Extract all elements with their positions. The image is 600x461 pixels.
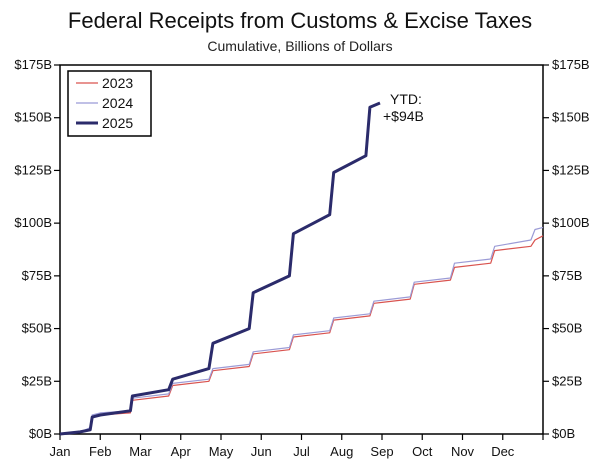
x-tick-label: Oct: [412, 444, 433, 459]
y-tick-label-left: $175B: [14, 57, 52, 72]
x-tick-label: Aug: [330, 444, 353, 459]
y-tick-label-right: $25B: [552, 373, 582, 388]
x-tick-label: Jun: [251, 444, 272, 459]
y-tick-label-left: $100B: [14, 215, 52, 230]
legend-label-2023: 2023: [102, 75, 133, 91]
y-tick-label-left: $150B: [14, 110, 52, 125]
x-tick-label: Nov: [451, 444, 475, 459]
legend-label-2025: 2025: [102, 115, 133, 131]
x-tick-label: Apr: [171, 444, 192, 459]
x-tick-label: Dec: [491, 444, 515, 459]
legend-label-2024: 2024: [102, 95, 133, 111]
x-tick-label: Jan: [50, 444, 71, 459]
y-tick-label-left: $75B: [22, 268, 52, 283]
x-tick-label: Feb: [89, 444, 111, 459]
x-tick-label: Mar: [129, 444, 152, 459]
y-tick-label-right: $75B: [552, 268, 582, 283]
y-tick-label-right: $125B: [552, 162, 590, 177]
y-tick-label-left: $25B: [22, 373, 52, 388]
x-tick-label: Sep: [370, 444, 393, 459]
y-tick-label-left: $50B: [22, 321, 52, 336]
y-tick-label-right: $175B: [552, 57, 590, 72]
series-line-2025: [59, 101, 381, 436]
y-tick-label-right: $0B: [552, 426, 575, 441]
y-tick-label-right: $100B: [552, 215, 590, 230]
y-tick-label-left: $0B: [29, 426, 52, 441]
annotation-ytd-label: YTD:: [390, 91, 422, 107]
chart-title: Federal Receipts from Customs & Excise T…: [67, 8, 533, 33]
y-tick-label-right: $50B: [552, 321, 582, 336]
x-tick-label: Jul: [293, 444, 310, 459]
annotation-ytd-value: +$94B: [383, 108, 424, 124]
y-tick-label-left: $125B: [14, 162, 52, 177]
legend: 2023 2024 2025: [67, 70, 152, 137]
chart-subtitle: Cumulative, Billions of Dollars: [207, 38, 393, 54]
x-tick-label: May: [209, 444, 234, 459]
y-tick-label-right: $150B: [552, 110, 590, 125]
